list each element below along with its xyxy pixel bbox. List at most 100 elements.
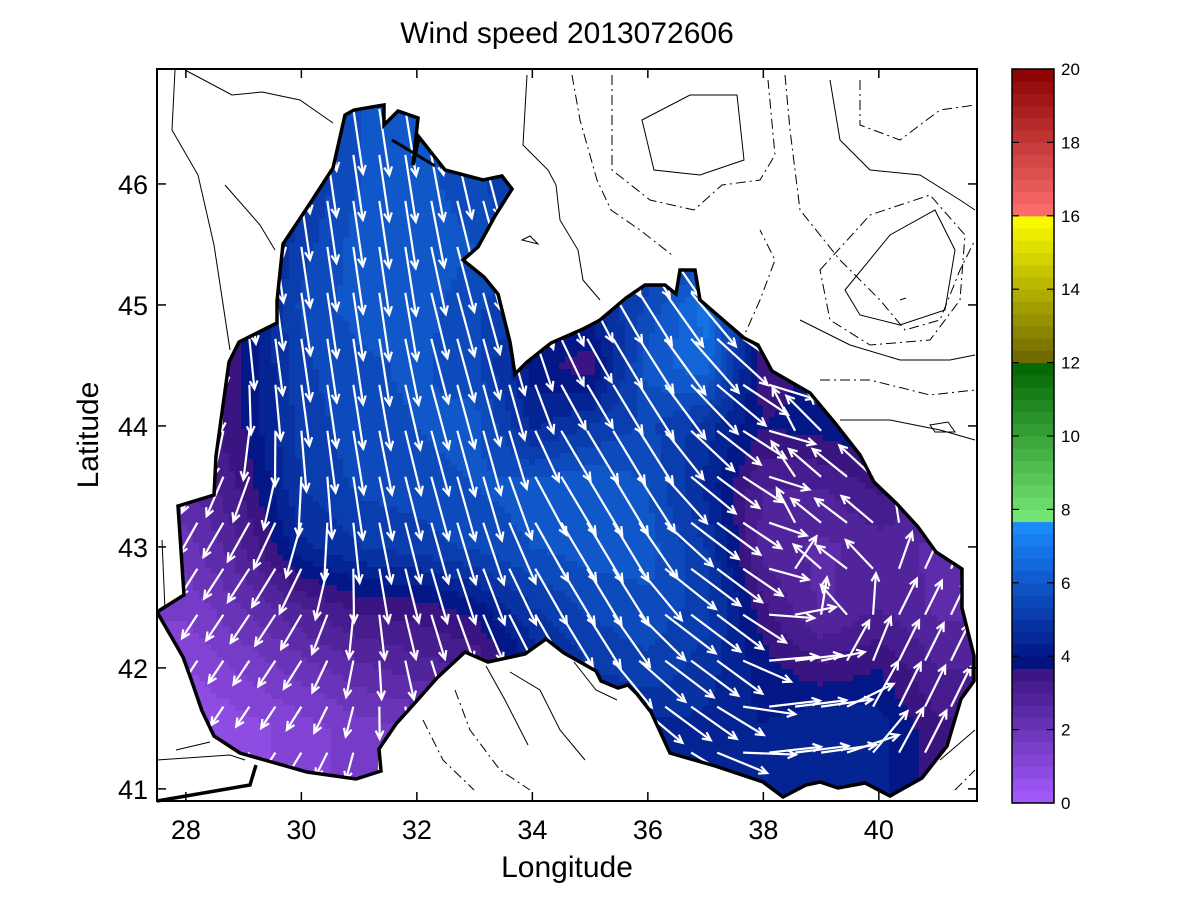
field-cell [241,597,248,604]
field-cell [307,651,314,658]
field-cell [337,633,344,640]
field-cell [289,705,296,712]
field-cell [379,435,386,442]
field-cell [331,513,338,520]
field-cell [199,507,206,514]
field-cell [229,609,236,616]
field-cell [391,519,398,526]
field-cell [271,345,278,352]
field-cell [391,585,398,592]
field-cell [205,549,212,556]
field-cell [319,267,326,274]
field-cell [355,555,362,562]
field-cell [241,453,248,460]
field-cell [253,435,260,442]
field-cell [373,453,380,460]
field-cell [307,387,314,394]
field-cell [223,621,230,628]
field-cell [247,483,254,490]
field-cell [319,609,326,616]
field-cell [247,633,254,640]
field-cell [271,579,278,586]
field-cell [235,423,242,430]
field-cell [259,489,266,496]
field-cell [355,429,362,436]
field-cell [337,543,344,550]
field-cell [337,675,344,682]
field-cell [313,759,320,766]
field-cell [385,543,392,550]
field-cell [373,279,380,286]
field-cell [331,645,338,652]
field-cell [235,693,242,700]
field-cell [307,567,314,574]
field-cell [253,687,260,694]
field-cell [367,273,374,280]
field-cell [343,699,350,706]
field-cell [313,315,320,322]
field-cell [325,267,332,274]
field-cell [319,621,326,628]
field-cell [379,231,386,238]
field-cell [241,441,248,448]
field-cell [235,411,242,418]
field-cell [397,393,404,400]
field-cell [217,657,224,664]
field-cell [283,513,290,520]
field-cell [373,387,380,394]
field-cell [397,705,404,712]
field-cell [223,573,230,580]
field-cell [313,705,320,712]
field-cell [289,291,296,298]
field-cell [355,651,362,658]
field-cell [319,393,326,400]
field-cell [361,585,368,592]
field-cell [319,537,326,544]
field-cell [331,525,338,532]
field-cell [223,609,230,616]
field-cell [391,201,398,208]
field-cell [295,543,302,550]
field-cell [289,489,296,496]
field-cell [361,465,368,472]
field-cell [313,345,320,352]
field-cell [373,417,380,424]
field-cell [289,393,296,400]
field-cell [355,525,362,532]
field-cell [295,417,302,424]
field-cell [331,171,338,178]
field-cell [283,387,290,394]
field-cell [337,225,344,232]
field-cell [301,231,308,238]
field-cell [337,153,344,160]
field-cell [205,543,212,550]
field-cell [349,501,356,508]
field-cell [391,183,398,190]
field-cell [337,285,344,292]
field-cell [331,681,338,688]
field-cell [355,609,362,616]
field-cell [349,273,356,280]
field-cell [397,657,404,664]
field-cell [355,261,362,268]
field-cell [379,333,386,340]
field-cell [367,459,374,466]
field-cell [307,537,314,544]
field-cell [265,603,272,610]
field-cell [313,567,320,574]
field-cell [283,711,290,718]
field-cell [325,225,332,232]
field-cell [349,369,356,376]
field-cell [349,561,356,568]
field-cell [277,477,284,484]
field-cell [379,153,386,160]
field-cell [397,621,404,628]
field-cell [331,765,338,772]
field-cell [289,453,296,460]
field-cell [277,303,284,310]
field-cell [253,459,260,466]
field-cell [337,255,344,262]
field-cell [319,471,326,478]
field-cell [295,333,302,340]
field-cell [289,483,296,490]
